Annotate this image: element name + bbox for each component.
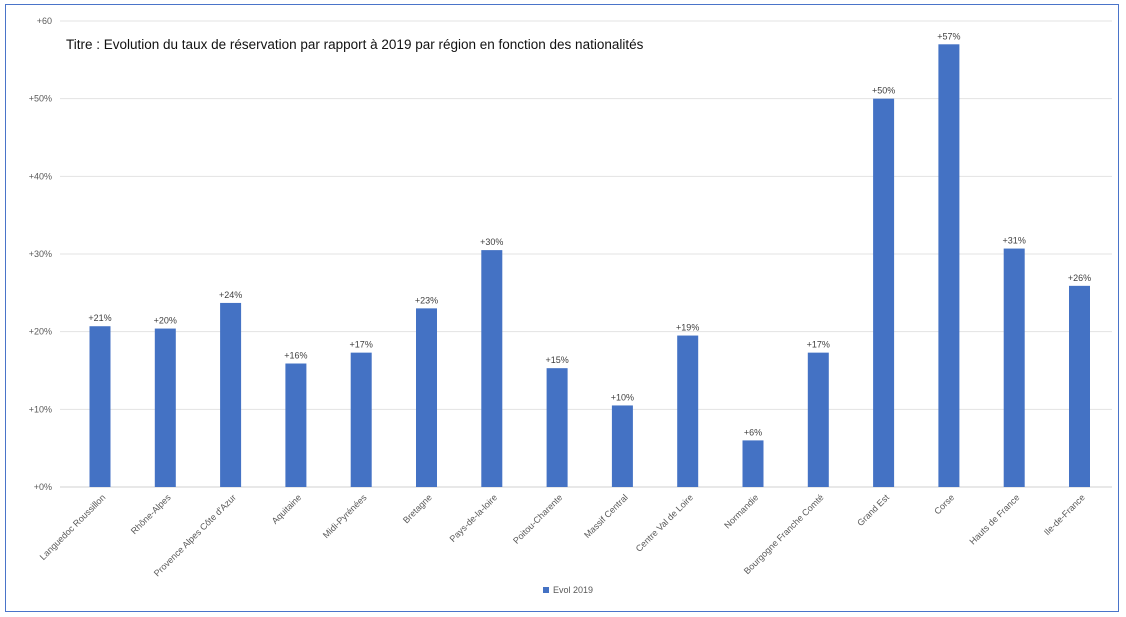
data-label: +31% (1003, 236, 1026, 246)
bar (677, 335, 699, 487)
category-label: Ile-de-France (1042, 492, 1087, 537)
bar (873, 98, 895, 488)
category-labels: Languedoc Roussillon Rhône-AlpesProvence … (38, 492, 1087, 578)
chart-frame (5, 4, 1119, 612)
legend-label: Evol 2019 (553, 585, 593, 595)
data-label: +19% (676, 323, 699, 333)
data-label: +30% (480, 237, 503, 247)
bar (1003, 248, 1025, 487)
bar (546, 368, 568, 487)
bar (938, 44, 960, 488)
data-label: +17% (350, 340, 373, 350)
bar (481, 250, 503, 487)
data-label: +57% (937, 31, 960, 41)
category-label: Bretagne (401, 492, 434, 525)
data-label: +26% (1068, 273, 1091, 283)
y-tick-label: +60 (37, 16, 52, 26)
y-tick-label: +20% (29, 327, 52, 337)
data-label: +15% (545, 355, 568, 365)
legend-swatch (543, 587, 549, 593)
data-label: +10% (611, 392, 634, 402)
chart-title: Titre : Evolution du taux de réservation… (66, 37, 644, 52)
bar (89, 326, 111, 487)
category-label: Hauts de France (967, 492, 1021, 546)
category-label: Normandie (722, 492, 760, 530)
y-tick-label: +0% (34, 482, 52, 492)
data-label: +23% (415, 295, 438, 305)
category-label: Grand Est (855, 492, 891, 528)
bar (220, 302, 242, 487)
bar (416, 308, 437, 487)
bar (1069, 285, 1090, 487)
data-label: +20% (154, 316, 177, 326)
bar (350, 352, 372, 487)
data-labels: +21% +20% +24% +16% +17% +23% +30% +15% +10% +19%… (88, 31, 1091, 437)
bar (742, 440, 764, 487)
y-tick-label: +50% (29, 94, 52, 104)
category-label: Massif Central (582, 492, 630, 540)
category-label: Corse (932, 492, 956, 516)
bar (154, 328, 176, 487)
bar (285, 363, 307, 487)
legend: Evol 2019 (543, 585, 593, 595)
data-label: +24% (219, 290, 242, 300)
y-tick-label: +10% (29, 404, 52, 414)
bars (89, 44, 1090, 488)
y-tick-label: +40% (29, 171, 52, 181)
category-label: Centre Val de Loire (634, 492, 695, 553)
category-label: Rhône-Alpes (129, 492, 173, 536)
category-label: Pays-de-la-loire (448, 492, 500, 544)
category-label: Poitou-Charente (511, 492, 564, 545)
y-axis-ticks: +0% +10% +20% +30% +40% +50% +60 (29, 16, 52, 492)
data-label: +50% (872, 86, 895, 96)
bar (807, 352, 829, 487)
data-label: +16% (284, 351, 307, 361)
data-label: +6% (744, 427, 762, 437)
data-label: +17% (807, 340, 830, 350)
y-tick-label: +30% (29, 249, 52, 259)
bar (611, 405, 633, 487)
category-label: Languedoc Roussillon (38, 492, 108, 562)
category-label: Aquitaine (270, 492, 304, 526)
data-label: +21% (88, 313, 111, 323)
category-label: Midi-Pyrénées (321, 492, 369, 540)
